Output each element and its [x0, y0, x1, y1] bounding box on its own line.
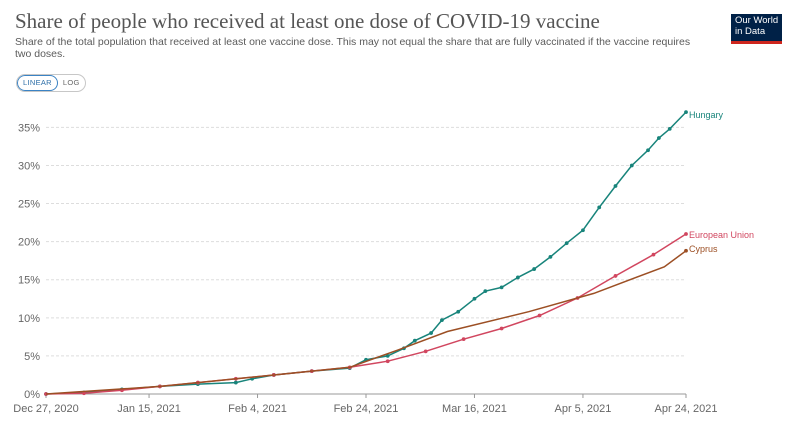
x-tick-label: Feb 4, 2021	[228, 403, 287, 415]
hungary-point	[515, 275, 520, 280]
hungary-point	[656, 136, 661, 140]
hungary-point	[456, 309, 461, 314]
hungary-point	[499, 285, 504, 290]
hungary-label: Hungary	[689, 110, 724, 120]
y-tick-label: 0%	[24, 389, 40, 401]
x-tick-label: Apr 5, 2021	[555, 403, 612, 415]
x-tick-label: Jan 15, 2021	[117, 403, 181, 415]
x-tick-label: Apr 24, 2021	[655, 403, 718, 415]
hungary-line	[45, 111, 687, 395]
european-union-point	[423, 349, 428, 354]
hungary-point	[412, 338, 417, 343]
x-tick-label: Feb 24, 2021	[334, 403, 399, 415]
y-tick-label: 20%	[18, 237, 40, 249]
chart-title: Share of people who received at least on…	[15, 9, 600, 33]
hungary-point	[581, 228, 585, 233]
linear-scale-button[interactable]: LINEAR	[17, 75, 58, 91]
cyprus-label: Cyprus	[689, 244, 718, 254]
european-union-point	[499, 326, 504, 331]
hungary-point	[629, 163, 634, 168]
logo-line-2: in Data	[735, 25, 766, 37]
hungary-point	[548, 254, 553, 259]
y-axis-ticks: 0% 5% 10% 15% 20% 25% 30% 35%	[18, 122, 40, 401]
hungary-point	[429, 331, 433, 335]
scale-toggle: LINEAR LOG	[16, 74, 86, 92]
european-union-point	[385, 359, 390, 364]
series-group	[44, 110, 688, 396]
x-tick-label: Dec 27, 2020	[13, 403, 78, 415]
log-scale-button[interactable]: LOG	[62, 78, 80, 87]
series-labels: Hungary European Union Cyprus	[689, 110, 754, 254]
hungary-point	[233, 380, 238, 385]
hungary-point	[667, 127, 672, 131]
hungary-point	[684, 110, 688, 115]
hungary-point	[385, 354, 390, 358]
hungary-point	[440, 318, 444, 323]
y-tick-label: 25%	[18, 199, 40, 211]
hungary-point	[564, 241, 569, 246]
chart-subtitle: Share of the total population that recei…	[15, 36, 691, 60]
hungary-point	[483, 289, 488, 294]
european-union-line	[45, 233, 687, 395]
y-tick-label: 10%	[18, 313, 40, 325]
x-axis-ticks: Dec 27, 2020 Jan 15, 2021 Feb 4, 2021 Feb 2…	[13, 394, 718, 415]
hungary-point	[613, 184, 618, 188]
hungary-point	[532, 267, 537, 271]
european-union-point	[613, 274, 618, 278]
cyprus-point	[684, 248, 688, 253]
cyprus-line	[45, 250, 687, 395]
grid-lines	[46, 126, 686, 395]
chart-header: Share of people who received at least on…	[15, 8, 705, 60]
european-union-point	[82, 391, 86, 396]
hungary-point	[472, 296, 477, 301]
european-union-point	[537, 313, 542, 318]
european-union-point	[461, 337, 466, 342]
logo-line-1: Our World	[735, 15, 779, 26]
european-union-point	[684, 232, 688, 236]
hungary-point	[646, 148, 650, 153]
owid-logo[interactable]: Our World in Data	[731, 14, 782, 44]
hungary-point	[597, 205, 602, 210]
european-union-point	[651, 252, 656, 257]
y-tick-label: 30%	[18, 160, 40, 172]
european-union-label: European Union	[689, 230, 754, 240]
y-tick-label: 5%	[24, 351, 40, 363]
x-tick-label: Mar 16, 2021	[442, 403, 507, 415]
y-tick-label: 35%	[18, 122, 40, 134]
y-tick-label: 15%	[18, 275, 40, 287]
